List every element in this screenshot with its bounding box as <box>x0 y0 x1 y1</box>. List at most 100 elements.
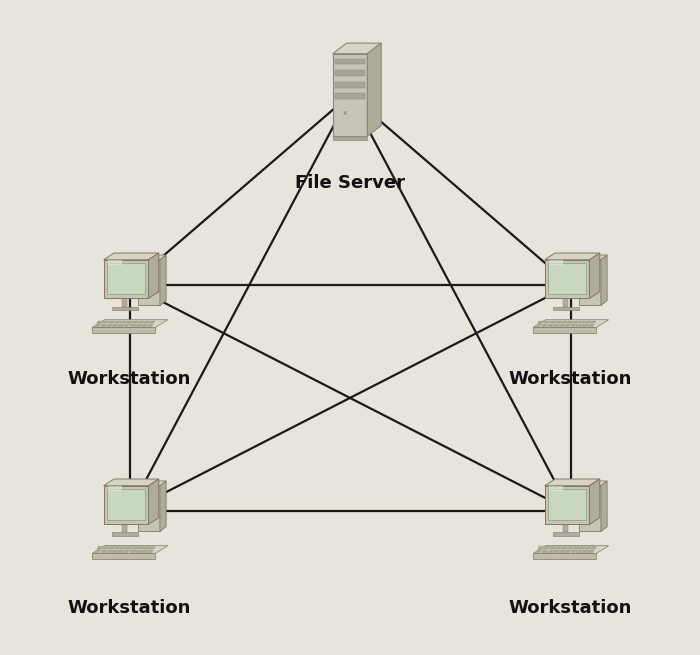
Bar <box>563 299 568 307</box>
Bar <box>145 320 150 322</box>
Polygon shape <box>92 546 168 553</box>
Bar <box>108 324 112 325</box>
Bar <box>537 550 542 551</box>
Bar <box>550 548 554 550</box>
Bar <box>118 552 122 553</box>
Bar <box>108 550 112 551</box>
Bar <box>548 263 586 294</box>
Bar <box>108 486 122 491</box>
Bar <box>122 546 127 548</box>
Bar <box>125 550 130 551</box>
Bar <box>139 546 144 548</box>
Bar <box>559 326 564 327</box>
Polygon shape <box>160 255 166 305</box>
Bar <box>586 546 591 548</box>
Bar <box>583 550 588 551</box>
Bar <box>94 552 99 553</box>
Bar <box>144 322 148 324</box>
Polygon shape <box>368 43 382 136</box>
Polygon shape <box>579 260 601 305</box>
Bar <box>150 546 155 548</box>
Bar <box>570 326 575 327</box>
Bar <box>96 324 101 325</box>
Bar <box>138 548 143 550</box>
Bar <box>581 284 598 287</box>
Polygon shape <box>138 260 160 305</box>
Bar <box>547 552 552 553</box>
Bar <box>112 533 138 536</box>
Bar <box>545 320 550 322</box>
Bar <box>119 550 124 551</box>
Bar <box>537 324 542 325</box>
Bar <box>148 550 153 551</box>
Bar <box>130 552 134 553</box>
Bar <box>544 322 549 324</box>
Bar <box>97 322 102 324</box>
Bar <box>141 552 146 553</box>
Bar <box>102 324 106 325</box>
Text: File Server: File Server <box>295 174 405 191</box>
Bar <box>559 552 564 553</box>
Bar <box>570 552 575 553</box>
Bar <box>130 326 134 327</box>
Polygon shape <box>533 546 609 553</box>
Text: Workstation: Workstation <box>509 370 632 388</box>
Bar <box>110 546 115 548</box>
Bar <box>553 552 558 553</box>
Bar <box>138 322 143 324</box>
Bar <box>554 550 559 551</box>
Bar <box>582 552 587 553</box>
Bar <box>131 550 136 551</box>
Bar <box>554 324 559 325</box>
Bar <box>550 260 563 265</box>
Bar <box>132 548 137 550</box>
Bar <box>563 525 568 533</box>
Bar <box>580 546 584 548</box>
Polygon shape <box>92 328 155 333</box>
Bar <box>97 548 102 550</box>
Bar <box>545 546 550 548</box>
Bar <box>120 548 125 550</box>
Bar <box>107 489 145 520</box>
Polygon shape <box>332 136 368 140</box>
Polygon shape <box>545 260 589 299</box>
Bar <box>563 546 568 548</box>
Bar <box>578 550 582 551</box>
Bar <box>572 550 577 551</box>
Bar <box>582 326 587 327</box>
Polygon shape <box>104 486 148 525</box>
Bar <box>102 550 106 551</box>
Bar <box>567 322 572 324</box>
Bar <box>588 326 593 327</box>
Bar <box>133 546 138 548</box>
Bar <box>567 548 572 550</box>
Bar <box>563 320 568 322</box>
Bar <box>592 320 596 322</box>
Bar <box>127 546 132 548</box>
Bar <box>135 326 140 327</box>
Bar <box>540 546 544 548</box>
Bar <box>581 502 598 506</box>
Bar <box>127 320 132 322</box>
Bar <box>150 322 154 324</box>
Bar <box>560 324 565 325</box>
Bar <box>108 548 113 550</box>
Polygon shape <box>138 481 166 486</box>
Bar <box>586 320 591 322</box>
Bar <box>561 322 566 324</box>
Bar <box>548 489 586 520</box>
Bar <box>557 320 561 322</box>
Bar <box>103 322 108 324</box>
Bar <box>108 322 113 324</box>
Bar <box>118 326 122 327</box>
Bar <box>542 324 547 325</box>
Polygon shape <box>589 253 600 299</box>
Bar <box>142 550 147 551</box>
Polygon shape <box>332 54 368 136</box>
Bar <box>553 533 579 536</box>
Bar <box>536 326 540 327</box>
Bar <box>136 324 141 325</box>
Bar <box>581 510 598 513</box>
Bar <box>538 322 543 324</box>
Polygon shape <box>579 255 607 260</box>
